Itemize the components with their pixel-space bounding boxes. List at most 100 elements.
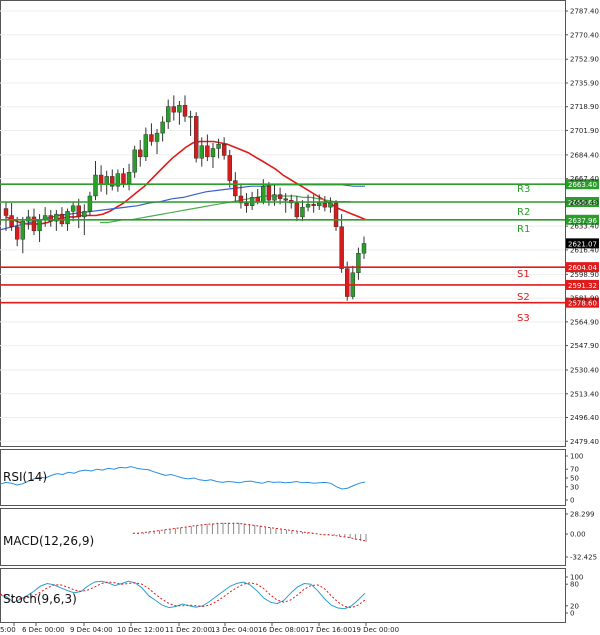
candle [110, 169, 115, 191]
candle-body [328, 202, 333, 208]
time-tick-label: 9 Dec 04:00 [70, 626, 113, 634]
indicator-tick-label: 80 [570, 581, 579, 589]
indicator-tick-label: 28.299 [570, 511, 595, 519]
candle-body [65, 211, 70, 225]
candle [193, 112, 199, 163]
candle [76, 198, 81, 229]
stoch-panel-frame [0, 568, 566, 623]
candle-body [261, 185, 266, 202]
candle [322, 195, 328, 212]
level-label-r1: R1 [517, 224, 530, 235]
candle [339, 214, 344, 273]
price-tick-label: 2650.40 [570, 199, 599, 207]
candle [48, 209, 53, 227]
candle [294, 195, 300, 222]
price-tick-label: 2701.90 [570, 127, 599, 135]
macd-panel-frame [0, 508, 566, 566]
candle [3, 201, 9, 231]
candle-body [87, 195, 93, 212]
candle-body [283, 198, 288, 201]
candle-body [110, 176, 115, 187]
price-tick-label: 2752.90 [570, 56, 599, 64]
candle-body [227, 155, 232, 181]
price-tick-label: 2787.40 [570, 8, 599, 16]
time-tick-label: 10 Dec 12:00 [117, 626, 164, 634]
level-value: 2650.68 [568, 199, 597, 207]
candle-body [160, 121, 165, 134]
indicator-tick-label: 0 [570, 497, 574, 505]
candle-body [54, 213, 59, 222]
indicator-tick-label: 20 [570, 602, 579, 610]
candle-body [76, 205, 81, 218]
indicator-tick-label: 100 [570, 453, 583, 461]
price-tick-label: 2770.40 [570, 31, 599, 39]
time-tick-label: 19 Dec 00:00 [352, 626, 399, 634]
candle-body [356, 253, 361, 273]
level-tag [566, 214, 599, 225]
candle-body [149, 134, 154, 142]
candle-body [210, 148, 216, 158]
candle [126, 163, 132, 191]
candle-body [205, 145, 210, 158]
candle [305, 194, 311, 212]
candle-body [98, 174, 104, 185]
macd-label: MACD(12,26,9) [3, 534, 94, 548]
price-tick-label: 2718.90 [570, 103, 599, 111]
candle [14, 216, 20, 247]
candle [356, 247, 361, 280]
candle-body [333, 202, 339, 227]
candle-body [121, 173, 126, 184]
price-tick-label: 2616.40 [570, 246, 599, 254]
level-value: 2604.04 [568, 264, 597, 272]
candle-body [9, 215, 14, 227]
candle-body [14, 226, 20, 240]
candle-body [221, 144, 227, 156]
candle-body [255, 197, 260, 202]
candle-body [93, 174, 98, 197]
price-tick-label: 2564.90 [570, 318, 599, 326]
candle [205, 134, 210, 162]
candle-body [132, 149, 137, 173]
macd-signal-line [133, 522, 367, 542]
rsi-line [0, 466, 366, 490]
current-price-tag [566, 238, 599, 249]
candle [87, 191, 93, 216]
price-tick-label: 2581.90 [570, 295, 599, 303]
candle [283, 193, 288, 213]
level-tag [566, 279, 599, 290]
candle-body [339, 226, 344, 269]
candle-body [244, 202, 249, 206]
candle-body [126, 172, 132, 184]
candle [300, 200, 305, 222]
level-label-s3: S3 [517, 313, 530, 324]
price-tick-label: 2479.40 [570, 438, 599, 446]
candle [216, 138, 221, 159]
candle [244, 193, 249, 213]
candle-body [82, 211, 87, 218]
level-tag [566, 179, 599, 190]
candle [233, 172, 238, 202]
candle-body [233, 180, 238, 197]
candle-body [188, 116, 193, 118]
candle [188, 110, 193, 136]
candle [149, 123, 154, 146]
time-tick-label: 11 Dec 20:00 [165, 626, 212, 634]
rsi-label: RSI(14) [3, 470, 47, 484]
rsi-panel-frame [0, 449, 566, 506]
candle [160, 116, 165, 142]
price-tick-label: 2598.90 [570, 271, 599, 279]
stoch-label: Stoch(9,6,3) [3, 592, 77, 606]
candle [328, 197, 333, 213]
level-label-s2: S2 [517, 292, 530, 303]
level-label-s1: S1 [517, 269, 530, 280]
stoch-k-line [0, 580, 366, 610]
candle [115, 169, 121, 192]
candle-body [311, 204, 316, 206]
candle [199, 137, 204, 167]
candle [171, 95, 177, 121]
main-panel-frame [0, 0, 566, 447]
indicator-tick-label: 0 [570, 610, 574, 618]
candle [210, 142, 216, 169]
candle-body [154, 132, 160, 142]
